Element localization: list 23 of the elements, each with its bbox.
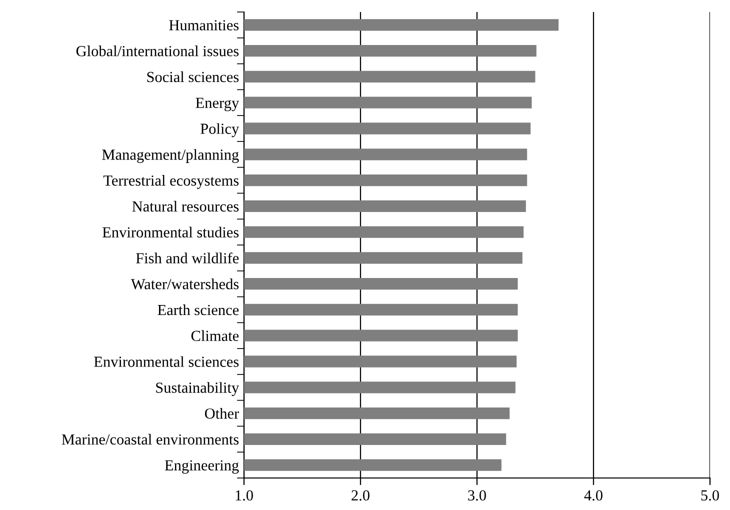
y-tick-label: Global/international issues bbox=[76, 46, 239, 56]
y-tick-label: Environmental studies bbox=[102, 226, 239, 238]
y-tick-label: Management/planning bbox=[102, 149, 239, 163]
y-tick-label: Policy bbox=[200, 123, 240, 138]
y-tick-label: Terrestrial ecosystems bbox=[103, 174, 239, 189]
x-tick-label: 1.0 bbox=[236, 490, 253, 501]
y-tick-label: Fish and wildlife bbox=[136, 252, 239, 264]
y-tick-label: Other bbox=[204, 408, 240, 419]
y-tick-label: Earth science bbox=[158, 304, 239, 316]
y-tick-label: Environmental sciences bbox=[94, 356, 239, 367]
x-tick-label: 3.0 bbox=[468, 490, 486, 501]
x-tick-label: 2.0 bbox=[352, 490, 370, 501]
y-tick-label: Sustainability bbox=[156, 382, 240, 396]
y-tick-label: Climate bbox=[191, 330, 239, 342]
y-tick-label: Engineering bbox=[164, 460, 239, 474]
y-tick-label: Energy bbox=[196, 98, 240, 112]
y-tick-label: Natural resources bbox=[132, 200, 239, 212]
y-tick-label: Marine/coastal environments bbox=[62, 434, 239, 445]
y-tick-label: Humanities bbox=[169, 20, 239, 30]
y-tick-label: Water/watersheds bbox=[130, 278, 239, 290]
x-tick-label: 5.0 bbox=[701, 490, 719, 501]
y-tick-label: Social sciences bbox=[147, 71, 239, 82]
x-tick-label: 4.0 bbox=[584, 490, 602, 501]
